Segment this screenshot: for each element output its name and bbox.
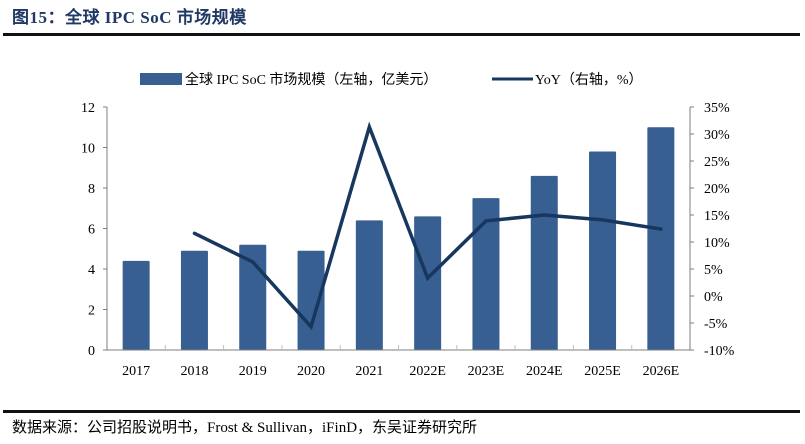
data-source-note: 数据来源：公司招股说明书，Frost & Sullivan，iFinD，东吴证券… [12,420,478,436]
legend-label-bar: 全球 IPC SoC 市场规模（左轴，亿美元） [185,71,437,88]
left-tick-label: 4 [88,263,95,278]
x-tick-label: 2024E [526,364,563,379]
left-y-axis: 0 2 4 6 8 10 12 [81,101,108,359]
right-tick-label: 15% [704,209,730,224]
x-tick-label: 2025E [584,364,621,379]
right-tick-label: 30% [704,128,730,143]
x-tick-label: 2020 [297,364,325,379]
bar-2022E [414,216,442,350]
yoy-line [192,121,663,331]
bar-2026E [647,127,675,350]
bar-2025E [589,151,617,350]
right-tick-label: 25% [704,155,730,170]
x-axis: 2017 2018 2019 2020 2021 2022E 2023E 2024E 2025E… [107,345,690,379]
bottom-divider [3,410,800,413]
right-y-axis: -10% -5% 0% 5% 10% 15% 20% 25% 30% 35% [689,101,735,359]
right-tick-label: 20% [704,182,730,197]
line-series [192,121,663,331]
top-divider [3,33,800,36]
right-tick-label: 5% [704,263,723,278]
bar-2017 [122,260,150,350]
legend-bar-swatch [140,73,182,85]
bar-2021 [355,220,383,350]
right-tick-label: 10% [704,236,730,251]
x-tick-label: 2022E [409,364,446,379]
x-tick-label: 2026E [643,364,680,379]
left-tick-label: 0 [88,344,95,359]
x-tick-label: 2017 [122,364,150,379]
left-tick-label: 2 [88,304,95,319]
right-tick-label: 35% [704,101,730,116]
x-tick-label: 2023E [468,364,505,379]
left-tick-label: 10 [81,142,95,157]
chart-area: 全球 IPC SoC 市场规模（左轴，亿美元） YoY（右轴，%） 0 2 4 6 8 10… [81,71,735,379]
x-tick-label: 2021 [355,364,383,379]
x-tick-label: 2018 [180,364,208,379]
right-tick-label: -5% [704,317,728,332]
x-tick-label: 2019 [239,364,267,379]
left-tick-label: 8 [88,182,95,197]
legend: 全球 IPC SoC 市场规模（左轴，亿美元） YoY（右轴，%） [140,71,642,88]
bar-2024E [530,175,558,350]
right-tick-label: 0% [704,290,723,305]
right-tick-label: -10% [704,344,735,359]
bar-2023E [472,198,500,350]
legend-label-line: YoY（右轴，%） [535,72,642,88]
bar-2020 [297,250,325,350]
left-tick-label: 6 [88,223,95,238]
chart-title: 图15：全球 IPC SoC 市场规模 [12,8,247,27]
left-tick-label: 12 [81,101,95,116]
bar-2018 [180,250,208,350]
